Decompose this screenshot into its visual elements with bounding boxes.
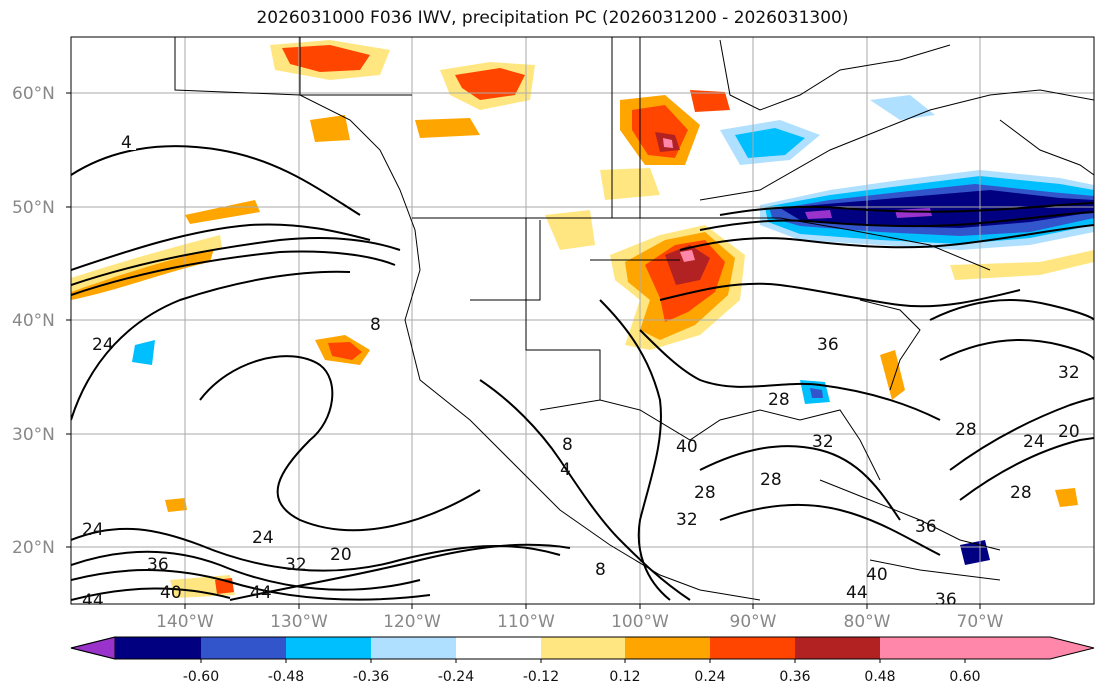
colorbar-segment xyxy=(115,637,201,659)
contour-label: 28 xyxy=(1010,483,1032,503)
colorbar-tick-label: -0.24 xyxy=(438,669,474,685)
colorbar-tick-label: 0.60 xyxy=(949,669,980,685)
contour-label: 28 xyxy=(760,470,782,490)
colorbar-tick-label: 0.12 xyxy=(609,669,640,685)
colorbar-segment xyxy=(286,637,371,659)
lat-label-20: 20°N xyxy=(12,538,55,558)
lon-label-120w: 120°W xyxy=(383,612,441,632)
contour-label: 4 xyxy=(121,133,132,153)
contour-label: 8 xyxy=(370,315,381,335)
contour-label: 20 xyxy=(330,545,352,565)
lon-label-70w: 70°W xyxy=(957,612,1004,632)
colorbar-tick-label: 0.24 xyxy=(694,669,725,685)
colorbar-segment xyxy=(541,637,625,659)
colorbar-segment xyxy=(880,637,965,659)
contour-label: 24 xyxy=(1023,432,1045,452)
map-panel: 4 24 24 36 40 44 24 32 20 44 8 4 8 36 28… xyxy=(71,37,1094,611)
lat-label-60: 60°N xyxy=(12,84,55,104)
colorbar-segment xyxy=(625,637,710,659)
colorbar-tick-label: -0.48 xyxy=(268,669,304,685)
colorbar-segment xyxy=(710,637,795,659)
contour-label: 24 xyxy=(252,528,274,548)
colorbar-extend-left xyxy=(70,636,116,660)
contour-label: 40 xyxy=(866,565,888,585)
colorbar-extend-right xyxy=(965,637,1094,659)
contour-label: 44 xyxy=(846,583,868,603)
lon-label-140w: 140°W xyxy=(156,612,214,632)
lat-axis: 60°N 50°N 40°N 30°N 20°N xyxy=(12,84,71,558)
colorbar-tick-label: -0.12 xyxy=(523,669,559,685)
contour-label: 28 xyxy=(768,390,790,410)
contour-label: 28 xyxy=(694,483,716,503)
map-title: 2026031000 F036 IWV, precipitation PC (2… xyxy=(256,8,849,28)
coastlines-borders xyxy=(174,37,1094,601)
contour-labels: 4 24 24 36 40 44 24 32 20 44 8 4 8 36 28… xyxy=(82,132,1080,611)
contour-label: 8 xyxy=(562,435,573,455)
lon-label-80w: 80°W xyxy=(844,612,891,632)
lon-label-130w: 130°W xyxy=(270,612,328,632)
contour-label: 8 xyxy=(595,560,606,580)
contour-label: 36 xyxy=(817,335,839,355)
contour-label: 40 xyxy=(160,583,182,603)
lon-label-110w: 110°W xyxy=(497,612,555,632)
iwv-contours xyxy=(71,145,1094,601)
lat-label-30: 30°N xyxy=(12,425,55,445)
colorbar-tick-label: 0.48 xyxy=(864,669,895,685)
contour-label: 32 xyxy=(812,432,834,452)
colorbar-segment xyxy=(201,637,286,659)
lon-axis: 140°W 130°W 120°W 110°W 100°W 90°W 80°W … xyxy=(156,604,1004,632)
contour-label: 24 xyxy=(92,335,114,355)
colorbar-tick-label: -0.36 xyxy=(353,669,389,685)
colorbar-tick-label: 0.36 xyxy=(779,669,810,685)
contour-label: 20 xyxy=(1058,422,1080,442)
contour-label: 36 xyxy=(915,517,937,537)
colorbar-segment xyxy=(371,637,456,659)
precip-anomaly-fills xyxy=(71,40,1094,598)
contour-label: 44 xyxy=(250,583,272,603)
colorbar-segment xyxy=(795,637,880,659)
contour-label: 32 xyxy=(1058,363,1080,383)
lat-label-40: 40°N xyxy=(12,311,55,331)
lat-label-50: 50°N xyxy=(12,198,55,218)
contour-label: 4 xyxy=(560,460,571,480)
lon-label-100w: 100°W xyxy=(611,612,669,632)
contour-label: 32 xyxy=(285,555,307,575)
contour-label: 36 xyxy=(935,590,957,610)
contour-label: 36 xyxy=(147,555,169,575)
colorbar-outline xyxy=(70,636,1095,660)
contour-label: 32 xyxy=(676,510,698,530)
lon-label-90w: 90°W xyxy=(730,612,777,632)
contour-label: 40 xyxy=(676,437,698,457)
colorbar-tick-label: -0.60 xyxy=(183,669,219,685)
colorbar-segment xyxy=(456,637,541,659)
contour-label: 44 xyxy=(82,591,104,611)
graticule xyxy=(71,37,1094,604)
contour-label: 24 xyxy=(82,520,104,540)
colorbar: -0.60 -0.48 -0.36 -0.24 -0.12 0.12 0.24 … xyxy=(70,636,1095,685)
contour-label: 28 xyxy=(955,420,977,440)
